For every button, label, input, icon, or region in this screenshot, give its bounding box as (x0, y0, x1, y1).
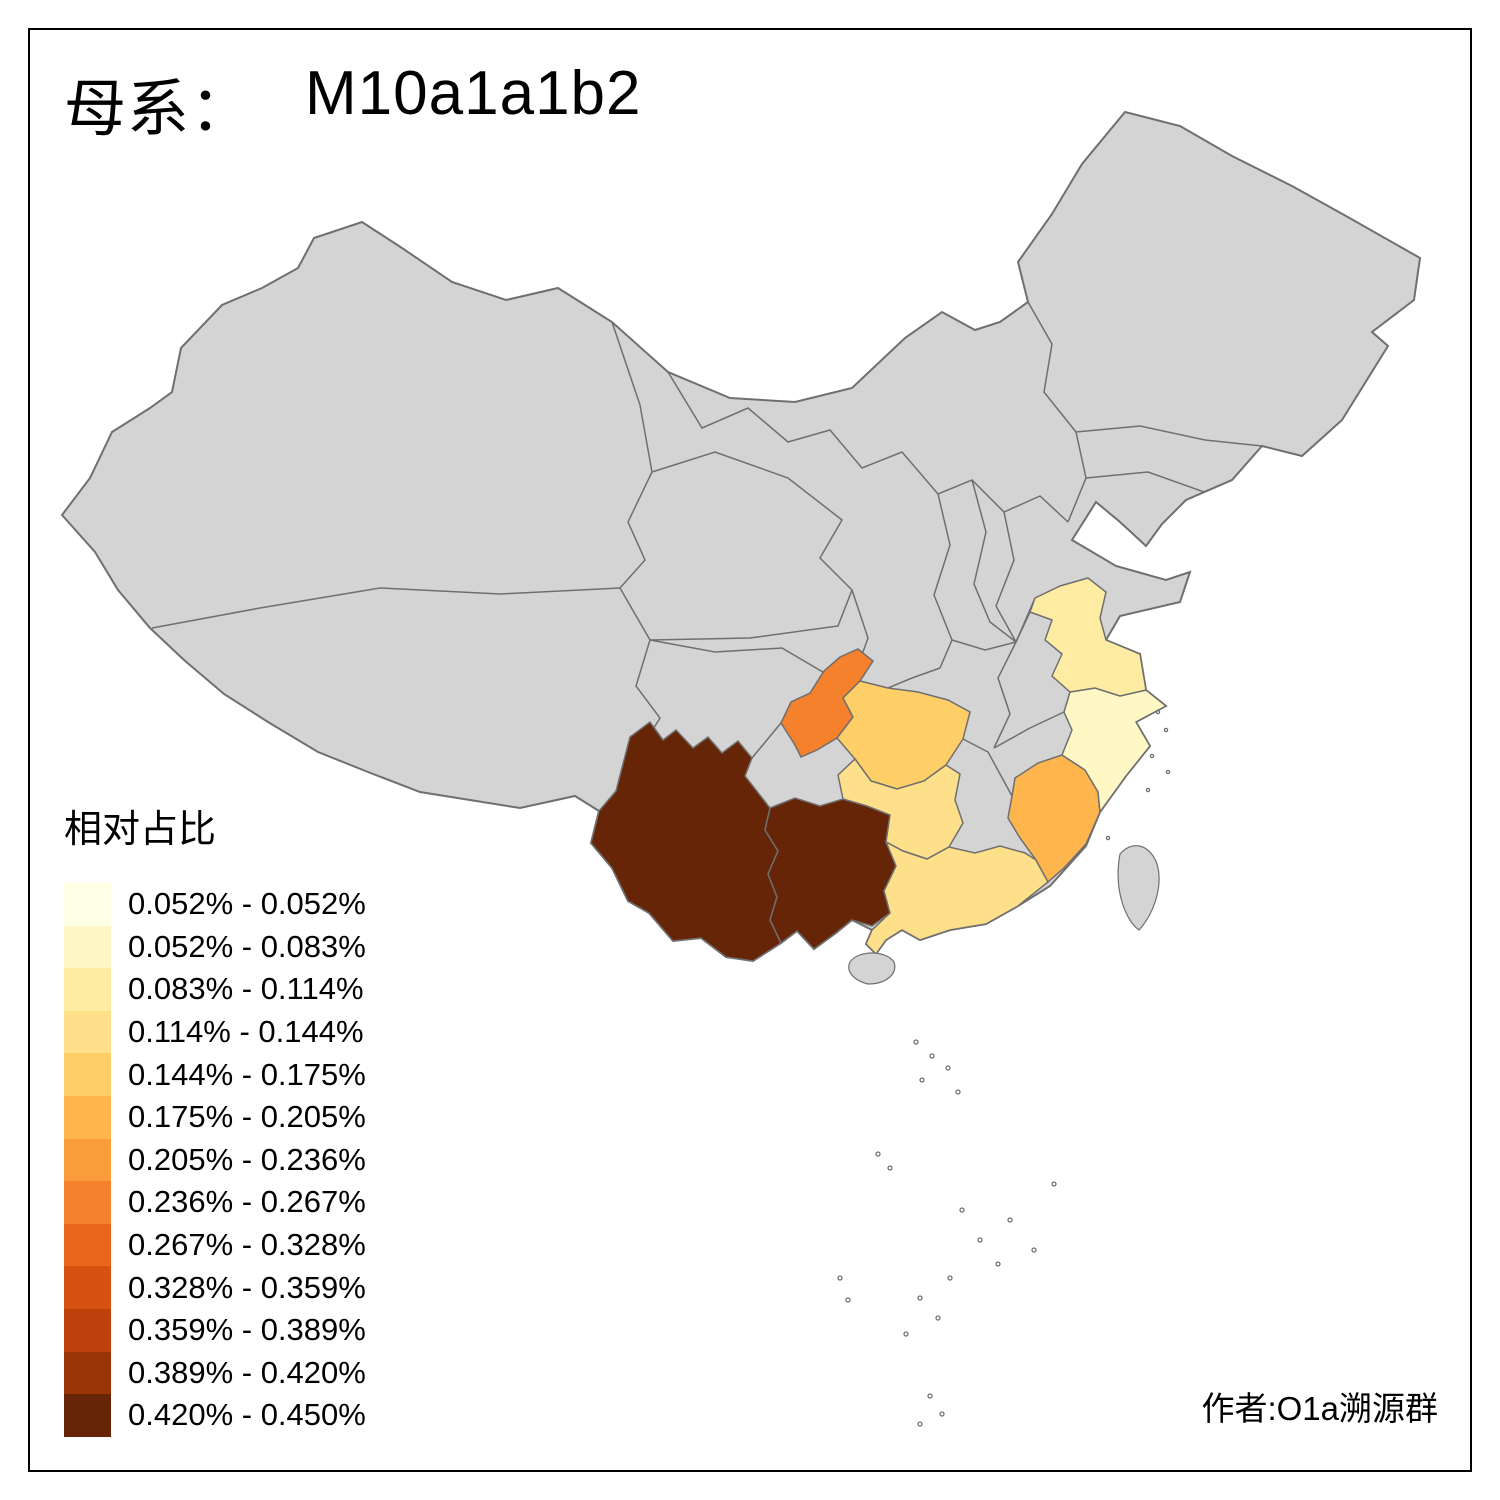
taiwan-island (1117, 845, 1160, 931)
page-title: 母系： M10a1a1b2 (64, 58, 642, 148)
legend-swatch (64, 1010, 111, 1054)
legend-swatch (64, 1138, 111, 1182)
hainan-island (848, 952, 896, 985)
legend-swatch (64, 1053, 111, 1096)
legend-label: 0.205% - 0.236% (128, 1141, 366, 1177)
legend-entry: 0.359% - 0.389% (64, 1308, 366, 1352)
legend-label: 0.359% - 0.389% (128, 1312, 366, 1348)
legend-swatch (64, 1394, 111, 1437)
legend-entry: 0.052% - 0.052% (64, 883, 366, 926)
legend-entry: 0.114% - 0.144% (64, 1010, 366, 1054)
legend-swatch (64, 1181, 111, 1224)
legend-entry: 0.144% - 0.175% (64, 1053, 366, 1096)
legend-label: 0.267% - 0.328% (128, 1227, 366, 1263)
title-prefix: 母系： (64, 75, 254, 144)
legend-label: 0.236% - 0.267% (128, 1184, 366, 1220)
legend-swatch (64, 1266, 111, 1309)
legend-swatch (64, 925, 111, 969)
legend-label: 0.052% - 0.083% (128, 928, 366, 964)
legend-entry: 0.267% - 0.328% (64, 1223, 366, 1267)
legend-entry: 0.083% - 0.114% (64, 968, 366, 1011)
legend-entry: 0.175% - 0.205% (64, 1095, 366, 1139)
south-china-sea-islands (837, 709, 1171, 1427)
legend-entries: 0.052% - 0.052% 0.052% - 0.083% 0.083% - 0… (64, 883, 366, 1437)
legend-swatch (64, 968, 111, 1011)
legend-entry: 0.205% - 0.236% (64, 1138, 366, 1182)
attribution: 作者:O1a溯源群 (1201, 1390, 1438, 1427)
province-fujian (1007, 754, 1101, 884)
legend-swatch (64, 883, 111, 926)
legend-label: 0.389% - 0.420% (128, 1354, 366, 1390)
legend-swatch (64, 1308, 111, 1352)
legend-title: 相对占比 (64, 809, 217, 851)
legend-entry: 0.236% - 0.267% (64, 1181, 366, 1224)
legend-label: 0.144% - 0.175% (128, 1056, 366, 1092)
legend-label: 0.328% - 0.359% (128, 1269, 366, 1305)
title-haplogroup: M10a1a1b2 (305, 59, 642, 128)
province-guangdong (865, 840, 1049, 956)
colored-provinces (590, 577, 1168, 962)
legend-swatch (64, 1223, 111, 1267)
legend-entry: 0.328% - 0.359% (64, 1266, 366, 1309)
legend-label: 0.052% - 0.052% (128, 886, 366, 922)
legend-label: 0.175% - 0.205% (128, 1099, 366, 1135)
legend-swatch (64, 1095, 111, 1139)
legend-entry: 0.052% - 0.083% (64, 925, 366, 969)
legend-label: 0.083% - 0.114% (128, 971, 364, 1007)
province-jiangsu (1029, 577, 1147, 697)
legend-swatch (64, 1351, 111, 1395)
legend-entry: 0.420% - 0.450% (64, 1394, 366, 1437)
legend-label: 0.114% - 0.144% (128, 1014, 364, 1050)
legend: 相对占比 0.052% - 0.052% 0.052% - 0.083% 0.083… (64, 798, 366, 1437)
legend-label: 0.420% - 0.450% (128, 1397, 366, 1433)
legend-entry: 0.389% - 0.420% (64, 1351, 366, 1395)
province-chongqing (780, 648, 874, 758)
